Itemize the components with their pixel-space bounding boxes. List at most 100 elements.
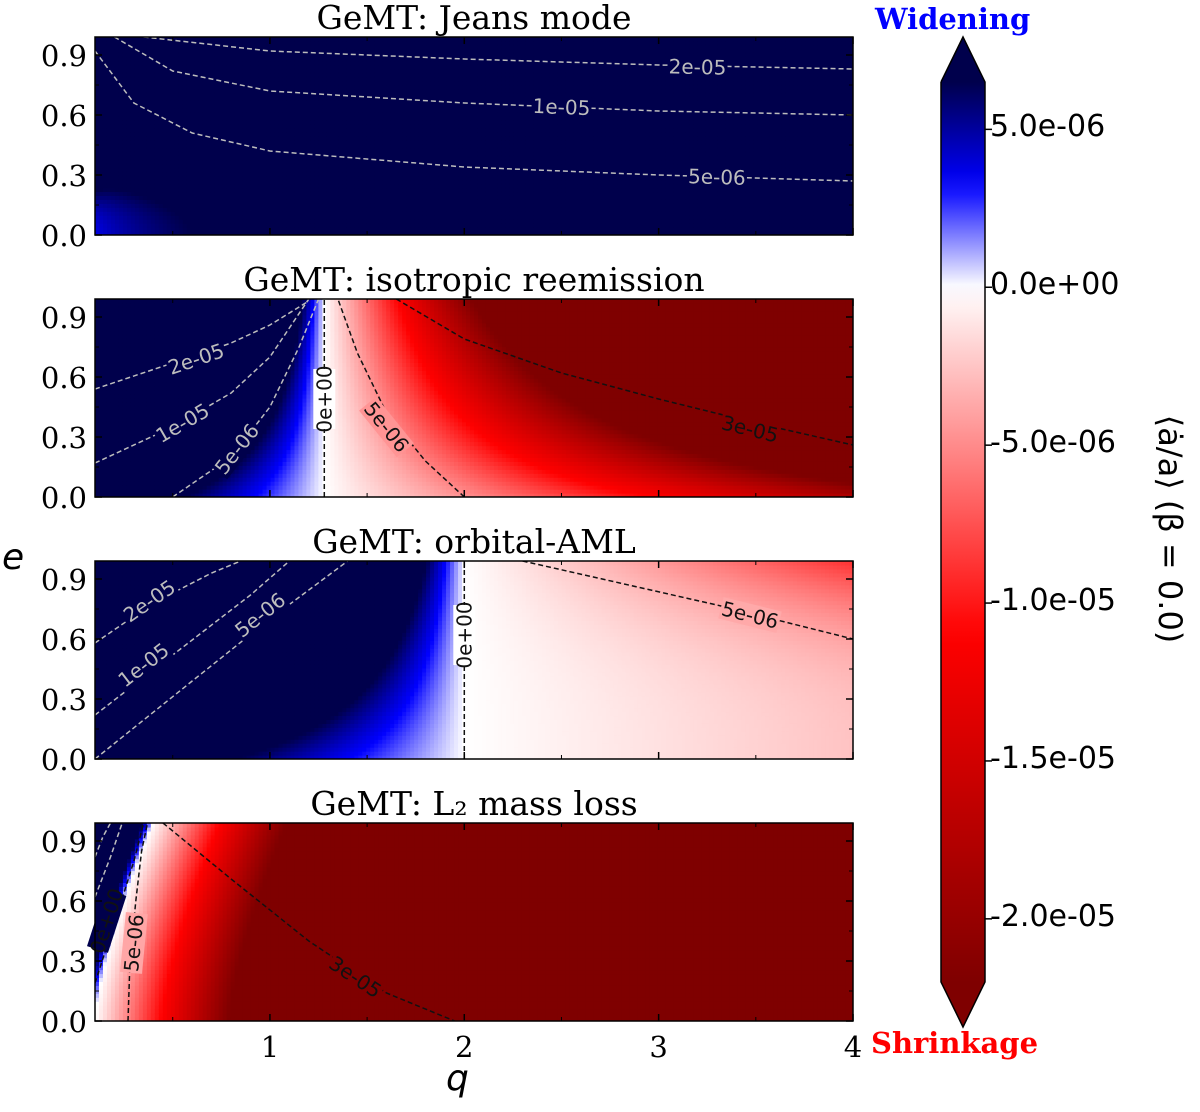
heatmap-cell xyxy=(146,92,152,97)
heatmap-cell xyxy=(114,155,120,161)
heatmap-cell xyxy=(430,175,435,181)
heatmap-cell xyxy=(382,203,387,208)
heatmap-cell xyxy=(414,88,419,94)
heatmap-cell xyxy=(294,211,300,216)
heatmap-cell xyxy=(382,136,387,141)
heatmap-cell xyxy=(242,147,248,153)
heatmap-cell xyxy=(414,108,419,113)
heatmap-cell xyxy=(222,147,228,153)
heatmap-cell xyxy=(314,187,320,193)
heatmap-cell xyxy=(258,128,264,133)
heatmap-cell xyxy=(370,80,375,86)
heatmap-cell xyxy=(106,44,112,50)
heatmap-cell xyxy=(481,116,487,121)
heatmap-cell xyxy=(95,37,100,42)
heatmap-cell xyxy=(489,155,495,161)
heatmap-cell xyxy=(338,40,343,46)
heatmap-cell xyxy=(481,159,487,165)
heatmap-cell xyxy=(162,68,168,74)
heatmap-cell xyxy=(250,199,256,204)
heatmap-cell xyxy=(226,203,232,208)
heatmap-cell xyxy=(178,60,184,66)
heatmap-cell xyxy=(462,124,467,129)
heatmap-cell xyxy=(314,143,320,149)
heatmap-cell xyxy=(230,223,236,228)
heatmap-cell xyxy=(330,203,335,208)
heatmap-cell xyxy=(174,80,180,86)
heatmap-cell xyxy=(470,72,475,78)
heatmap-cell xyxy=(458,132,463,137)
heatmap-cell xyxy=(430,136,435,141)
heatmap-cell xyxy=(454,223,459,228)
heatmap-cell xyxy=(318,171,323,177)
heatmap-cell xyxy=(466,211,471,216)
heatmap-cell xyxy=(481,203,487,208)
heatmap-cell xyxy=(146,155,152,161)
heatmap-cell xyxy=(290,80,296,86)
heatmap-cell xyxy=(282,116,288,121)
heatmap-cell xyxy=(477,231,483,235)
heatmap-cell xyxy=(306,80,312,86)
heatmap-cell xyxy=(489,207,495,212)
heatmap-cell xyxy=(346,195,351,200)
heatmap-cell xyxy=(485,179,491,185)
heatmap-cell xyxy=(142,199,148,204)
heatmap-cell xyxy=(438,96,443,101)
heatmap-cell xyxy=(154,207,160,212)
heatmap-cell xyxy=(134,175,140,181)
heatmap-cell xyxy=(218,155,224,161)
heatmap-cell xyxy=(182,147,188,153)
heatmap-cell xyxy=(270,159,276,165)
heatmap-cell xyxy=(366,187,371,193)
heatmap-cell xyxy=(398,207,403,212)
heatmap-cell xyxy=(374,56,379,62)
heatmap-cell xyxy=(202,68,208,74)
heatmap-cell xyxy=(370,37,375,42)
heatmap-cell xyxy=(134,151,140,157)
heatmap-cell xyxy=(485,191,491,196)
heatmap-cell xyxy=(294,96,300,101)
heatmap-cell xyxy=(454,175,459,181)
heatmap-cell xyxy=(466,76,471,82)
heatmap-cell xyxy=(390,40,395,46)
heatmap-cell xyxy=(346,124,351,129)
heatmap-cell xyxy=(314,215,320,220)
heatmap-cell xyxy=(130,215,136,220)
heatmap-cell xyxy=(346,179,351,185)
heatmap-cell xyxy=(230,112,236,117)
heatmap-cell xyxy=(106,64,112,70)
heatmap-cell xyxy=(126,191,132,196)
heatmap-cell xyxy=(434,108,439,113)
heatmap-cell xyxy=(386,143,391,149)
heatmap-cell xyxy=(150,167,156,173)
heatmap-cell xyxy=(178,116,184,121)
heatmap-cell xyxy=(378,44,383,50)
heatmap-cell xyxy=(485,159,491,165)
heatmap-cell xyxy=(174,227,180,232)
heatmap-cell xyxy=(474,80,479,86)
heatmap-cell xyxy=(270,96,276,101)
heatmap-cell xyxy=(102,199,108,204)
heatmap-cell xyxy=(470,132,475,137)
heatmap-cell xyxy=(330,80,335,86)
heatmap-cell xyxy=(190,136,196,141)
heatmap-cell xyxy=(454,112,459,117)
heatmap-cell xyxy=(302,187,308,193)
heatmap-cell xyxy=(334,132,339,137)
heatmap-cell xyxy=(95,116,100,121)
heatmap-cell xyxy=(178,136,184,141)
heatmap-cell xyxy=(410,128,415,133)
heatmap-cell xyxy=(342,171,347,177)
heatmap-cell xyxy=(458,171,463,177)
heatmap-cell xyxy=(314,167,320,173)
heatmap-cell xyxy=(118,108,124,113)
heatmap-cell xyxy=(334,44,339,50)
heatmap-cell xyxy=(326,44,331,50)
heatmap-cell xyxy=(390,207,395,212)
heatmap-cell xyxy=(434,195,439,200)
heatmap-cell xyxy=(346,88,351,94)
heatmap-cell xyxy=(178,183,184,189)
heatmap-cell xyxy=(206,100,212,105)
heatmap-cell xyxy=(258,80,264,86)
heatmap-cell xyxy=(489,219,495,224)
